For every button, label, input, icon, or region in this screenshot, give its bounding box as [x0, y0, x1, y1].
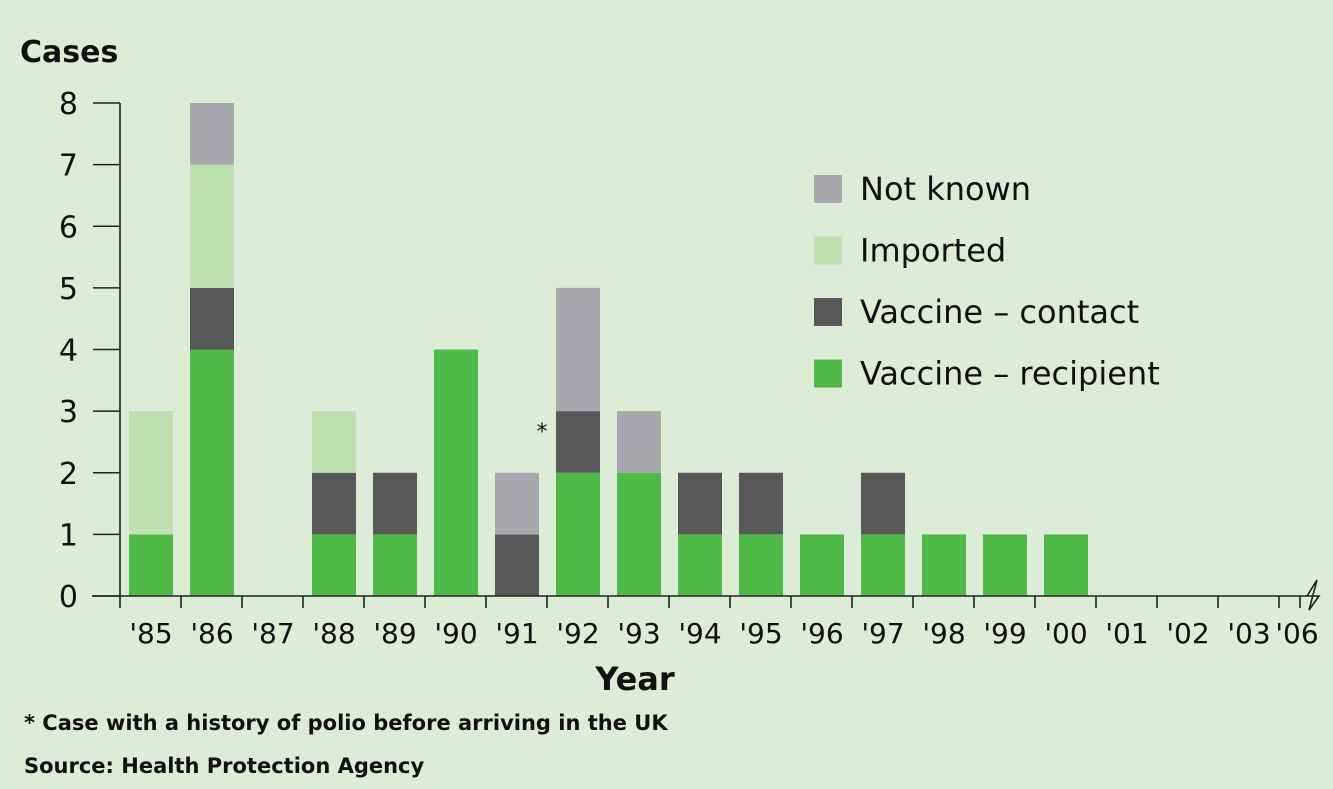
- y-tick-label: 1: [59, 518, 78, 553]
- bar-segment: [373, 472, 417, 535]
- bar-segment: [495, 472, 539, 535]
- x-tick-label: '01: [1105, 617, 1148, 650]
- x-tick-label: '88: [312, 617, 355, 650]
- legend-swatch: [814, 236, 842, 265]
- bar-segment: [678, 534, 722, 596]
- y-tick-label: 6: [59, 210, 78, 245]
- bar-segment: [739, 534, 783, 596]
- legend: Not known Imported Vaccine – contact Vaccin…: [814, 170, 1160, 393]
- bar-segment: [312, 411, 356, 473]
- x-tick-label: '85: [129, 617, 172, 650]
- x-tick-label: '99: [983, 617, 1026, 650]
- x-tick-label: '06: [1275, 617, 1318, 650]
- bar-segment: [861, 534, 905, 596]
- bar-segment: [190, 164, 234, 288]
- bar-segment: [861, 472, 905, 535]
- legend-label: Vaccine – contact: [860, 293, 1139, 331]
- axis-break-mark: [1297, 579, 1321, 611]
- bar-segment: [190, 349, 234, 596]
- x-tick-label: '86: [190, 617, 233, 650]
- footnote: * Case with a history of polio before ar…: [24, 711, 668, 735]
- bar-segment: [556, 472, 600, 596]
- x-tick-label: '90: [434, 617, 477, 650]
- bar-segment: [190, 103, 234, 165]
- legend-swatch: [814, 175, 842, 203]
- y-axis-title: Cases: [20, 35, 118, 70]
- legend-label: Imported: [860, 232, 1006, 270]
- x-tick-label: '92: [556, 617, 599, 650]
- x-axis: [92, 579, 1321, 611]
- x-tick-label: '87: [251, 617, 294, 650]
- bar-segment: [617, 411, 661, 473]
- bar-segment: [617, 472, 661, 596]
- x-tick-label: '02: [1166, 617, 1209, 650]
- y-tick-label: 0: [59, 580, 78, 615]
- bar-segment: [312, 472, 356, 535]
- bar-segment: [312, 534, 356, 596]
- y-ticks: 0 1 2 3 4 5 6 7 8: [59, 87, 120, 615]
- y-tick-label: 3: [59, 395, 78, 430]
- bars-layer: [129, 103, 1088, 596]
- x-tick-label: '93: [617, 617, 660, 650]
- bar-segment: [434, 349, 478, 596]
- bar-segment: [1044, 534, 1088, 596]
- y-tick-label: 5: [59, 272, 78, 307]
- x-tick-label: '95: [739, 617, 782, 650]
- legend-swatch: [814, 359, 842, 388]
- x-axis-title: Year: [594, 660, 675, 698]
- x-tick-label: '03: [1227, 617, 1270, 650]
- legend-label: Not known: [860, 170, 1031, 208]
- bar-segment: [129, 411, 173, 535]
- x-tick-label: '00: [1044, 617, 1087, 650]
- bar-segment: [190, 287, 234, 350]
- bar-segment: [678, 472, 722, 535]
- y-tick-label: 7: [59, 149, 78, 184]
- y-tick-label: 4: [59, 334, 78, 369]
- x-tick-label: '89: [373, 617, 416, 650]
- legend-label: Vaccine – recipient: [860, 355, 1160, 393]
- bar-segment: [129, 534, 173, 596]
- y-tick-label: 2: [59, 457, 78, 492]
- bar-segment: [983, 534, 1027, 596]
- source-note: Source: Health Protection Agency: [24, 754, 425, 778]
- x-tick-label: '96: [800, 617, 843, 650]
- legend-swatch: [814, 298, 842, 326]
- x-tick-label: '91: [495, 617, 538, 650]
- y-tick-label: 8: [59, 87, 78, 122]
- bar-segment: [922, 534, 966, 596]
- bar-segment: [800, 534, 844, 596]
- annotation-asterisk: *: [537, 420, 548, 445]
- bar-segment: [556, 411, 600, 473]
- x-tick-labels: '85 '86 '87 '88 '89 '90 '91 '92 '93 '94 '95 '96 '97 '…: [129, 617, 1318, 650]
- bar-segment: [495, 534, 539, 596]
- x-tick-label: '94: [678, 617, 721, 650]
- bar-segment: [739, 472, 783, 535]
- bar-segment: [373, 534, 417, 596]
- x-tick-label: '98: [922, 617, 965, 650]
- x-tick-label: '97: [861, 617, 904, 650]
- bar-segment: [556, 287, 600, 412]
